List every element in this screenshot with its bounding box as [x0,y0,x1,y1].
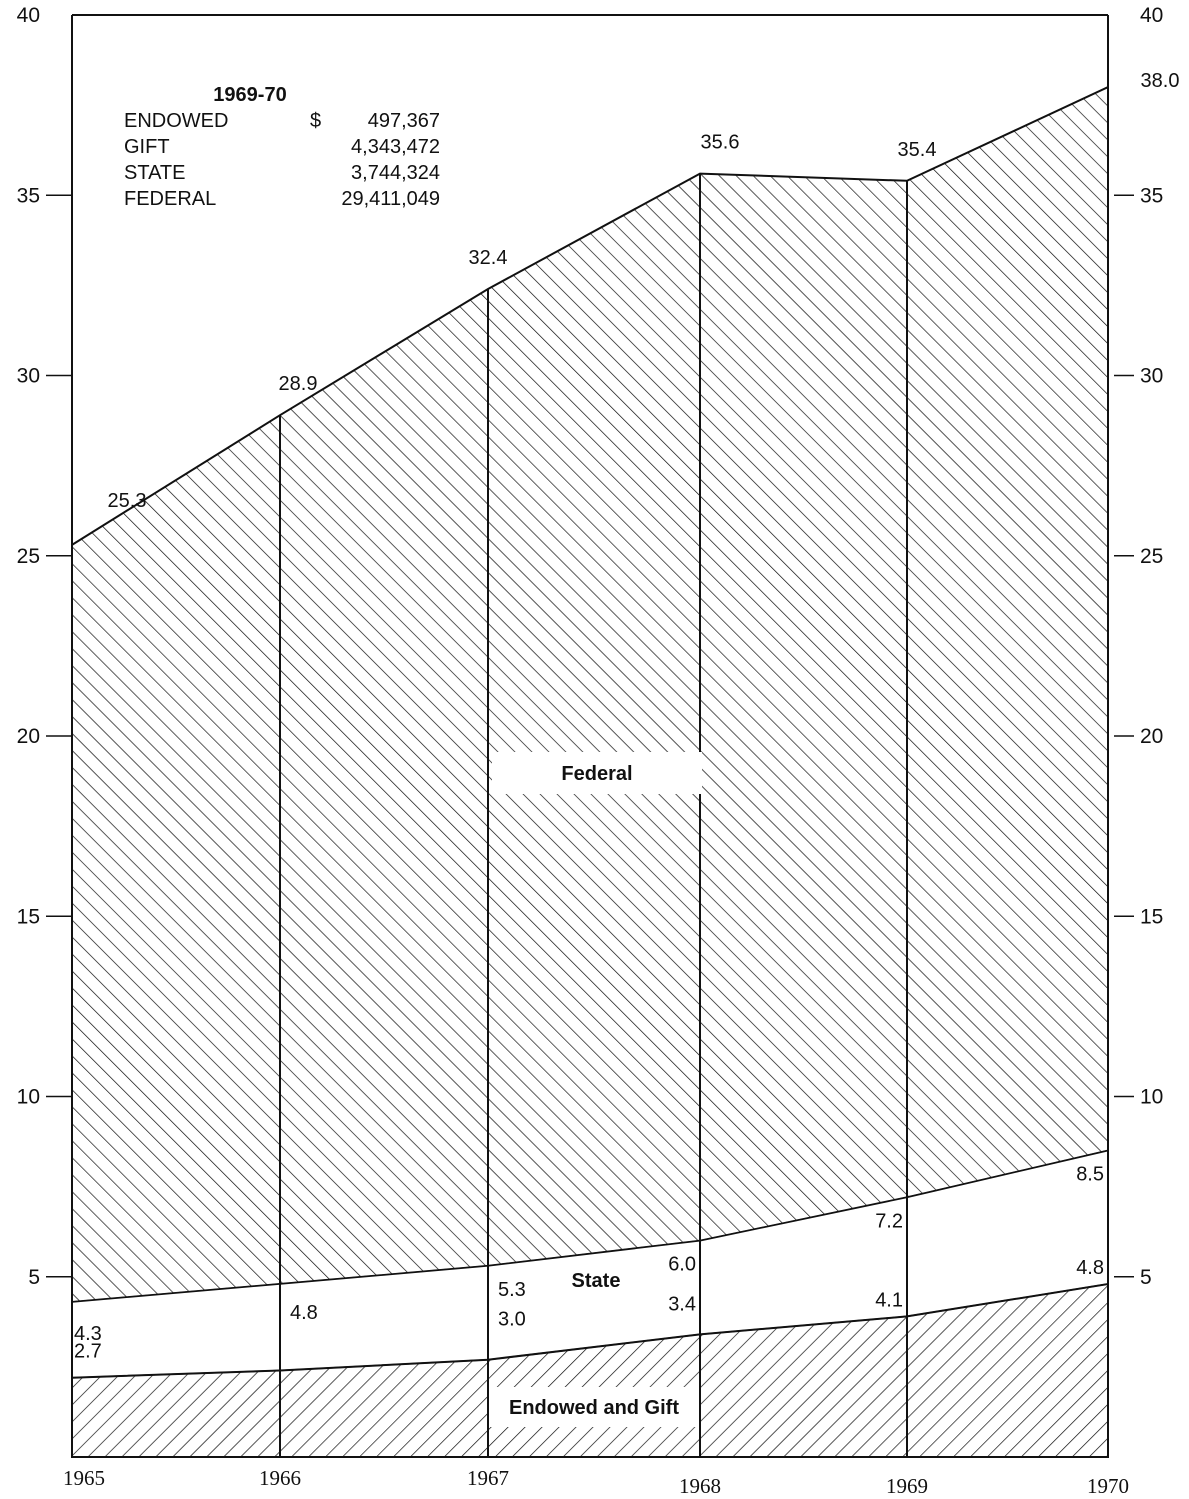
y-tick-label-right: 35 [1140,184,1163,207]
summary-legend: 1969-70 ENDOWED $ 497,367 GIFT 4,343,472… [120,82,460,212]
data-label-endowed-1967: 3.0 [498,1309,526,1331]
y-tick-label-left: 5 [28,1266,40,1289]
x-tick-label-1965: 1965 [63,1466,105,1490]
data-label-federal-1967: 32.4 [469,247,508,269]
y-tick-label-right: 10 [1140,1086,1163,1109]
data-label-federal-1965: 25.3 [108,490,147,512]
legend-title: 1969-70 [213,84,287,106]
x-tick-label-1966: 1966 [259,1466,301,1490]
y-tick-label-left: 10 [17,1086,40,1109]
legend-row-federal: FEDERAL 29,411,049 [120,186,460,212]
y-tick-label-right: 25 [1140,545,1163,568]
x-tick-label-1967: 1967 [467,1466,509,1490]
y-tick-label-right: 30 [1140,365,1163,388]
y-tick-label-left: 15 [17,905,40,928]
data-label-state-1969: 7.2 [875,1210,903,1232]
y-tick-label-left: 35 [17,184,40,207]
y-tick-label-left: 30 [17,365,40,388]
data-label-state-1967: 5.3 [498,1279,526,1301]
legend-name: FEDERAL [124,188,217,210]
data-label-state-1966: 4.8 [290,1302,318,1324]
legend-name: GIFT [124,136,170,158]
series-label-endowed-gift: Endowed and Gift [509,1397,679,1419]
series-label-federal: Federal [561,763,632,785]
data-label-federal-1970: 38.0 [1141,70,1180,92]
y-tick-label-right: 20 [1140,725,1163,748]
legend-amount: 3,744,324 [351,162,440,184]
data-label-state-1965: 4.3 [74,1323,102,1345]
legend-name: ENDOWED [124,110,229,132]
data-label-endowed-1970: 4.8 [1076,1257,1104,1279]
y-tick-label-left: 25 [17,545,40,568]
legend-amount: 497,367 [367,110,440,132]
legend-amount: 29,411,049 [341,188,440,210]
data-label-federal-1969: 35.4 [898,139,937,161]
y-tick-label-left: 20 [17,725,40,748]
y-tick-label-right: 5 [1140,1266,1152,1289]
data-label-federal-1968: 35.6 [701,132,740,154]
federal-area [71,85,1109,1304]
y-tick-label-right: 40 [1140,4,1163,27]
data-label-federal-1966: 28.9 [279,373,318,395]
data-label-endowed-1968: 3.4 [668,1293,696,1315]
data-label-state-1968: 6.0 [668,1254,696,1276]
legend-name: STATE [124,162,186,184]
y-tick-label-right: 15 [1140,905,1163,928]
series-label-state: State [572,1270,621,1292]
legend-row-state: STATE 3,744,324 [120,160,460,186]
legend-currency: $ [310,110,322,132]
series-label-endowed-gift-bg [489,1387,699,1427]
series-label-federal-bg [492,752,702,794]
data-label-state-1970: 8.5 [1076,1164,1104,1186]
legend-amount: 4,343,472 [351,136,440,158]
x-tick-label-1970: 1970 [1087,1474,1129,1498]
y-tick-label-left: 40 [17,4,40,27]
data-label-endowed-1969: 4.1 [875,1289,903,1311]
legend-row-endowed: ENDOWED $ 497,367 [120,108,460,134]
legend-row-gift: GIFT 4,343,472 [120,134,460,160]
x-tick-label-1969: 1969 [886,1474,928,1498]
x-tick-label-1968: 1968 [679,1474,721,1498]
data-label-endowed-1965: 2.7 [74,1341,102,1363]
